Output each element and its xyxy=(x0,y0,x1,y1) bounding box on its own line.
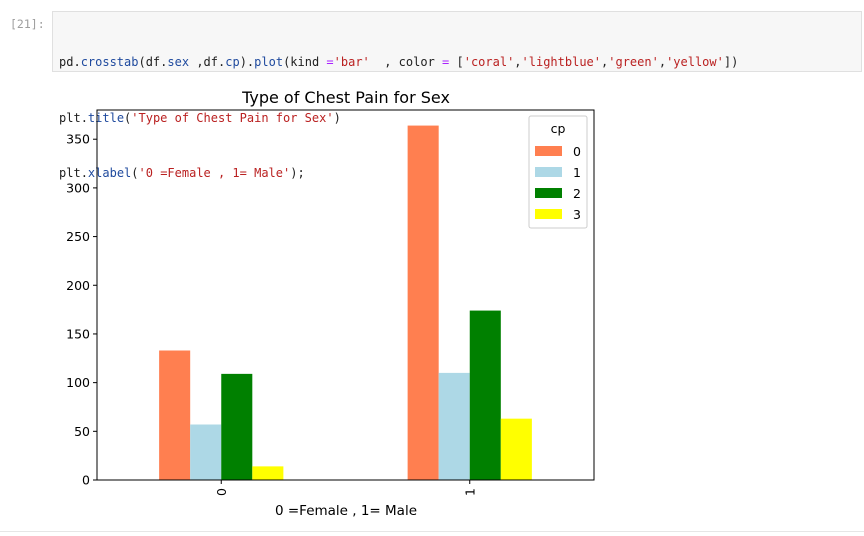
code-token: plot xyxy=(254,55,284,69)
code-token: ( xyxy=(124,110,132,125)
legend-title: cp xyxy=(551,121,566,136)
legend-swatch-cp2 xyxy=(535,188,562,198)
code-token: ); xyxy=(290,166,305,180)
legend-swatch-cp1 xyxy=(535,167,562,177)
code-token: , xyxy=(658,55,667,69)
code-token: [ xyxy=(449,55,464,69)
code-token: crosstab xyxy=(80,55,139,69)
y-tick-label: 100 xyxy=(66,375,90,390)
x-axis-label: 0 =Female , 1= Male xyxy=(275,503,417,519)
code-token: 'yellow' xyxy=(666,55,724,69)
code-cell[interactable]: pd.crosstab(df.sex ,df.cp).plot(kind ='b… xyxy=(52,11,862,180)
cell-divider xyxy=(0,531,864,532)
bars-layer xyxy=(159,125,532,480)
y-tick-label: 50 xyxy=(74,424,90,439)
bar-cp1-sex1 xyxy=(438,372,470,480)
bar-cp2-sex0 xyxy=(221,373,253,480)
chart-output: Type of Chest Pain for Sex 0 =Female , 1… xyxy=(0,78,620,527)
bar-cp3-sex0 xyxy=(252,466,284,480)
code-token: . xyxy=(218,55,226,69)
y-tick-label: 150 xyxy=(66,326,90,341)
legend-swatch-cp3 xyxy=(535,209,562,219)
code-token: 'coral' xyxy=(463,55,515,69)
y-tick-label: 0 xyxy=(82,473,90,488)
x-tick-label: 1 xyxy=(462,488,477,496)
code-token: pd xyxy=(59,55,74,69)
bar-cp1-sex0 xyxy=(190,424,222,480)
bar-cp0-sex1 xyxy=(407,125,439,480)
legend-label-cp0: 0 xyxy=(573,144,581,159)
code-token: (df xyxy=(138,55,161,69)
code-line-2: plt.title('Type of Chest Pain for Sex') xyxy=(59,109,738,128)
code-token: . xyxy=(160,55,168,69)
code-token: ) xyxy=(333,110,341,125)
code-token: plt xyxy=(59,166,81,180)
code-token: 'bar' xyxy=(333,55,370,69)
y-tick-label: 300 xyxy=(66,180,90,195)
legend-label-cp3: 3 xyxy=(573,207,581,222)
bar-cp0-sex0 xyxy=(159,350,191,480)
bar-chart: Type of Chest Pain for Sex 0 =Female , 1… xyxy=(66,88,595,519)
code-token: sex xyxy=(167,55,190,69)
code-line-3: plt.xlabel('0 =Female , 1= Male'); xyxy=(59,164,738,183)
y-tick-label: 250 xyxy=(66,229,90,244)
code-token: (kind xyxy=(283,55,327,69)
legend: cp 0 1 2 3 xyxy=(528,115,588,229)
x-tick-label: 0 xyxy=(214,488,229,496)
code-token: 'lightblue' xyxy=(521,55,602,69)
code-token: '0 =Female , 1= Male' xyxy=(138,166,291,180)
code-token: ,df xyxy=(189,55,218,69)
code-token: , xyxy=(601,55,609,69)
code-token: xlabel xyxy=(87,166,132,180)
code-token: 'Type of Chest Pain for Sex' xyxy=(131,110,334,125)
cell-prompt: [21]: xyxy=(10,17,45,31)
bar-cp3-sex1 xyxy=(500,418,532,480)
code-editor[interactable]: pd.crosstab(df.sex ,df.cp).plot(kind ='b… xyxy=(59,16,738,220)
y-tick-label: 200 xyxy=(66,278,90,293)
code-token: , color xyxy=(369,55,443,69)
plot-frame xyxy=(96,109,595,481)
code-token: ]) xyxy=(723,55,739,69)
y-tick-label: 350 xyxy=(66,132,90,147)
code-token: = xyxy=(326,55,334,69)
code-token: 'green' xyxy=(608,55,659,69)
code-token: . xyxy=(246,55,255,69)
code-line-1: pd.crosstab(df.sex ,df.cp).plot(kind ='b… xyxy=(59,53,738,72)
legend-swatch-cp0 xyxy=(535,146,562,156)
code-token: ) xyxy=(239,55,247,69)
code-token: . xyxy=(73,55,81,69)
chart-title: Type of Chest Pain for Sex xyxy=(241,88,450,107)
code-token: , xyxy=(514,55,522,69)
legend-label-cp2: 2 xyxy=(573,186,581,201)
code-token: cp xyxy=(225,55,240,69)
code-token: . xyxy=(80,110,88,125)
code-token: = xyxy=(442,55,450,69)
axes-layer: 0 50 100 150 200 250 300 350 0 1 xyxy=(66,109,595,496)
code-token: ( xyxy=(131,166,139,180)
bar-cp2-sex1 xyxy=(469,310,501,480)
code-token: . xyxy=(80,166,88,180)
legend-label-cp1: 1 xyxy=(573,165,581,180)
code-token: plt xyxy=(59,110,81,125)
